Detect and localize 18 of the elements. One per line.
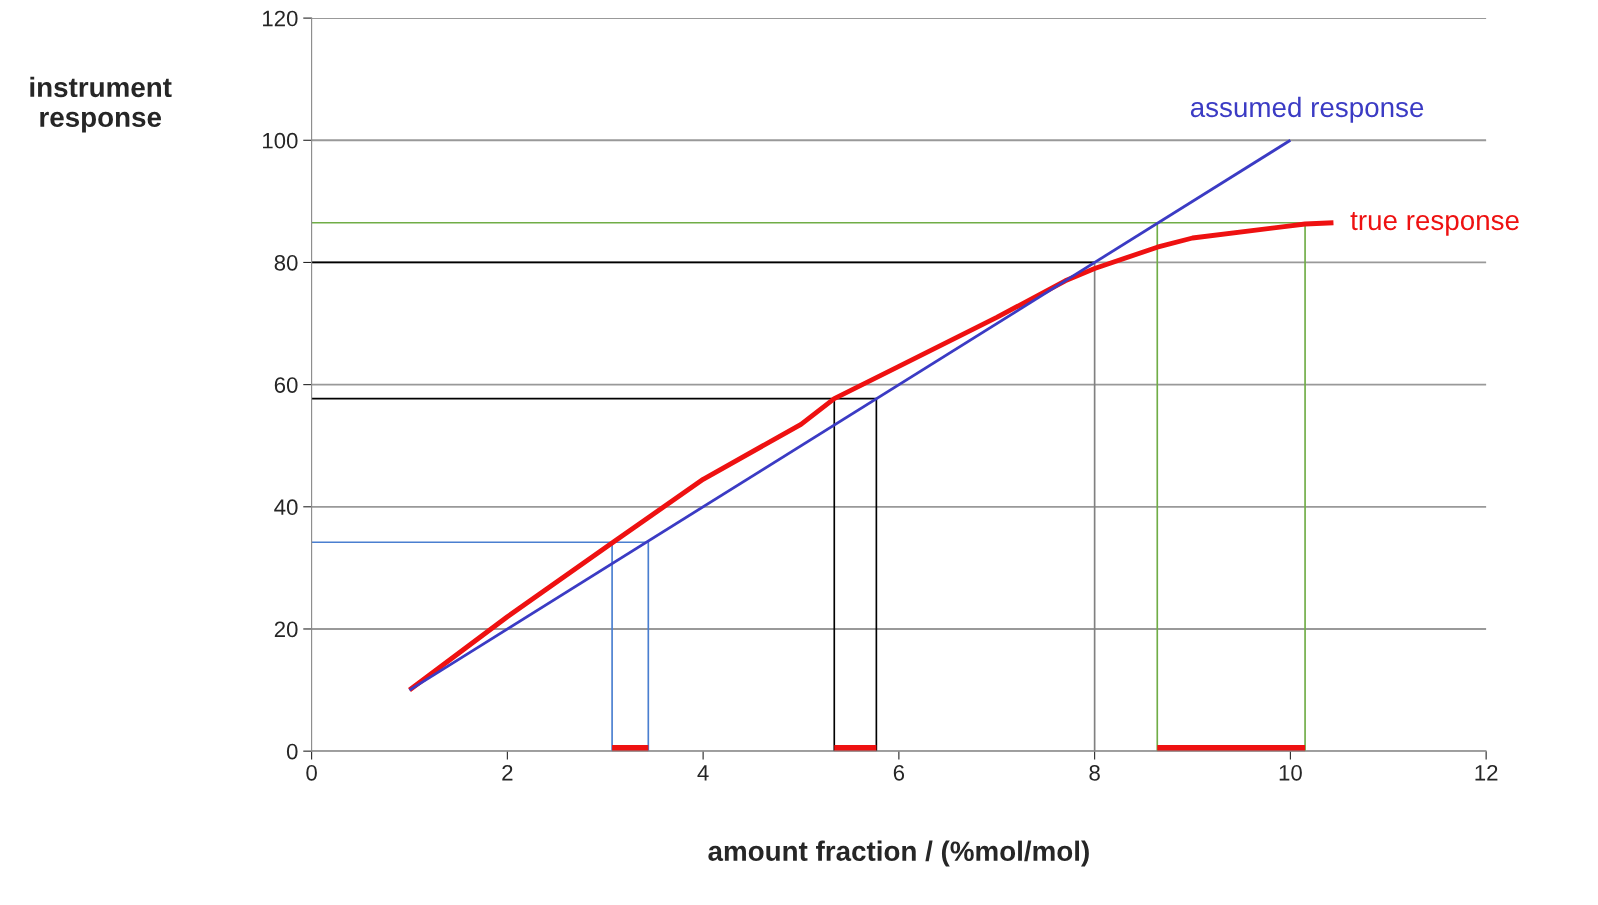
x-tick-label: 8: [1089, 764, 1100, 781]
y-tick-label: 60: [274, 377, 298, 393]
y-axis-title: instrument response: [30, 76, 172, 133]
x-tick-label: 10: [1279, 764, 1302, 781]
y-tick-label: 20: [274, 621, 298, 638]
x-tick-label: 6: [893, 764, 905, 781]
y-tick-label: 120: [263, 10, 298, 27]
y-tick-label: 100: [263, 132, 298, 149]
x-axis-title: amount fraction / (%mol/mol): [708, 840, 1089, 867]
y-tick-label: 80: [274, 254, 298, 271]
series-label: assumed response: [1190, 96, 1424, 123]
x-tick-label: 2: [502, 764, 513, 781]
y-tick-label: 0: [286, 743, 298, 760]
y-tick-label: 40: [274, 499, 298, 516]
x-tick-label: 12: [1475, 764, 1498, 781]
x-tick-label: 4: [697, 765, 709, 781]
series-label: true response: [1350, 211, 1519, 236]
x-tick-label: 0: [306, 764, 317, 781]
